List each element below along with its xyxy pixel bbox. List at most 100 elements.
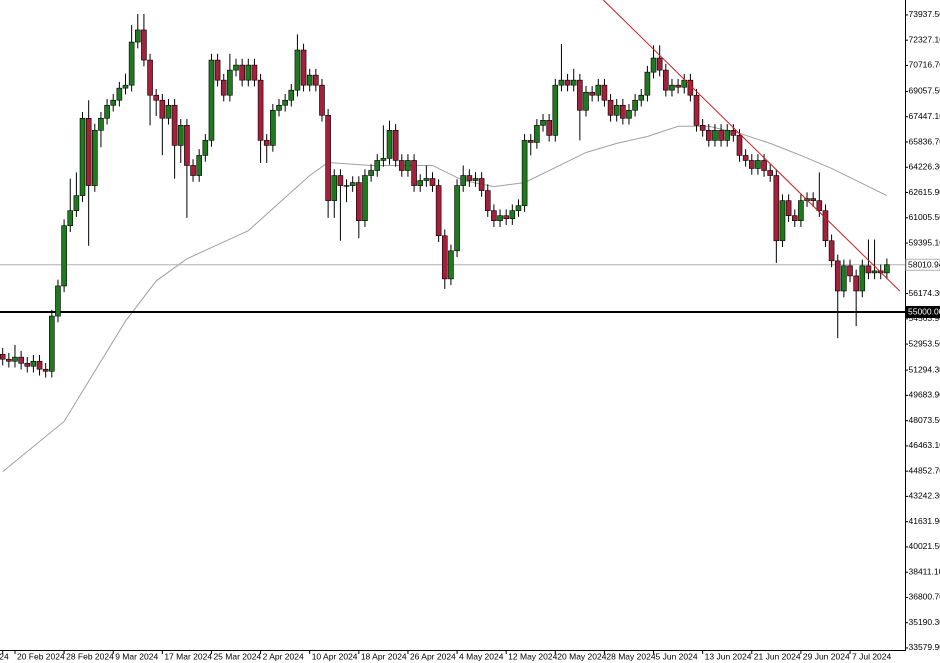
candle-body xyxy=(718,130,724,141)
candle-body xyxy=(263,140,270,146)
y-tick-label: 46463.10 xyxy=(909,440,940,450)
candle-body xyxy=(147,59,153,96)
x-tick-label: 28 May 2024 xyxy=(606,651,655,661)
candle-body xyxy=(306,74,313,86)
candle-body xyxy=(288,89,295,101)
price-level-label: 58010.94 xyxy=(908,260,940,270)
candle-body xyxy=(220,79,227,96)
candle-body xyxy=(527,140,534,143)
x-tick-label: 20 Feb 2024 xyxy=(17,651,65,661)
candle-body xyxy=(184,125,190,166)
candle-body xyxy=(356,182,362,221)
candle-body xyxy=(509,210,516,219)
candle-body xyxy=(343,185,350,187)
candle-body xyxy=(748,160,755,169)
candle-body xyxy=(785,200,792,216)
candle-body xyxy=(30,360,37,367)
candle-body xyxy=(134,29,141,43)
candle-body xyxy=(276,104,282,111)
candle-body xyxy=(638,94,645,101)
y-tick-label: 33579.90 xyxy=(909,642,940,652)
candle-body xyxy=(570,79,577,86)
candle-body xyxy=(6,358,12,362)
y-tick-label: 72327.10 xyxy=(909,34,940,44)
x-tick-label: 17 Mar 2024 xyxy=(164,651,212,661)
x-tick-label: 18 Apr 2024 xyxy=(361,651,407,661)
candle-body xyxy=(159,99,166,119)
candle-body xyxy=(761,160,767,171)
x-tick-label: 26 Apr 2024 xyxy=(410,651,456,661)
moving-average xyxy=(2,125,888,473)
candle-body xyxy=(374,160,381,171)
price-level-label: 55000.00 xyxy=(908,307,940,317)
y-tick-label: 54563.90 xyxy=(909,313,940,323)
candle-body xyxy=(325,114,331,201)
candle-body xyxy=(871,270,878,274)
candle-body xyxy=(337,175,344,186)
candle-body xyxy=(847,265,853,277)
y-tick-label: 44852.70 xyxy=(909,465,940,475)
candle-body xyxy=(705,130,712,141)
x-tick-label: 2 Apr 2024 xyxy=(263,651,304,661)
candle-body xyxy=(177,125,184,146)
candle-body xyxy=(675,84,681,88)
candle-body xyxy=(153,94,159,101)
candle-body xyxy=(392,130,399,161)
candle-body xyxy=(478,178,485,191)
candle-body xyxy=(534,125,540,143)
y-tick-label: 48073.50 xyxy=(909,415,940,425)
candle-body xyxy=(644,71,651,96)
x-tick-label: 28 Feb 2024 xyxy=(66,651,114,661)
x-tick-label: 29 Jun 2024 xyxy=(803,651,850,661)
candle-body xyxy=(67,210,74,227)
candle-body xyxy=(423,178,430,181)
candle-body xyxy=(36,360,43,370)
candle-body xyxy=(742,155,749,161)
candle-body xyxy=(791,215,798,221)
candle-body xyxy=(884,264,890,274)
candle-body xyxy=(85,117,92,186)
candle-body xyxy=(380,158,387,161)
candle-body xyxy=(656,57,663,71)
candle-body xyxy=(454,185,460,252)
candle-body xyxy=(202,140,209,156)
x-tick-label: 24 xyxy=(0,651,9,661)
candle-body xyxy=(828,240,835,262)
candle-body xyxy=(724,130,731,141)
y-tick-label: 51294.30 xyxy=(909,364,940,374)
candle-body xyxy=(620,104,626,119)
x-tick-label: 25 Mar 2024 xyxy=(213,651,261,661)
candle-body xyxy=(349,182,356,186)
candle-body xyxy=(564,79,571,86)
candle-body xyxy=(79,117,86,196)
x-tick-label: 4 May 2024 xyxy=(459,651,504,661)
candle-body xyxy=(613,104,620,116)
candle-body xyxy=(55,285,61,317)
candle-body xyxy=(583,91,589,111)
candle-body xyxy=(331,175,338,201)
candle-body xyxy=(669,84,675,91)
x-tick-label: 12 May 2024 xyxy=(508,651,557,661)
candle-body xyxy=(472,178,479,181)
candle-body xyxy=(257,79,264,141)
candle-body xyxy=(282,99,288,106)
candle-body xyxy=(61,225,67,287)
candle-body xyxy=(834,260,841,292)
y-tick-label: 49683.90 xyxy=(909,390,940,400)
candle-body xyxy=(319,84,325,116)
candle-body xyxy=(460,175,467,186)
candle-body xyxy=(699,125,706,131)
y-tick-label: 35190.30 xyxy=(909,617,940,627)
candle-body xyxy=(730,130,737,136)
candle-body xyxy=(0,354,6,360)
candle-body xyxy=(810,198,816,201)
y-tick-label: 62615.90 xyxy=(909,187,940,197)
candle-body xyxy=(773,175,780,242)
price-level-box xyxy=(905,305,940,318)
candle-body xyxy=(767,170,774,176)
y-tick-label: 61005.50 xyxy=(909,212,940,222)
candle-body xyxy=(712,130,718,141)
candle-body xyxy=(853,275,859,292)
y-tick-label: 70716.70 xyxy=(909,60,940,70)
